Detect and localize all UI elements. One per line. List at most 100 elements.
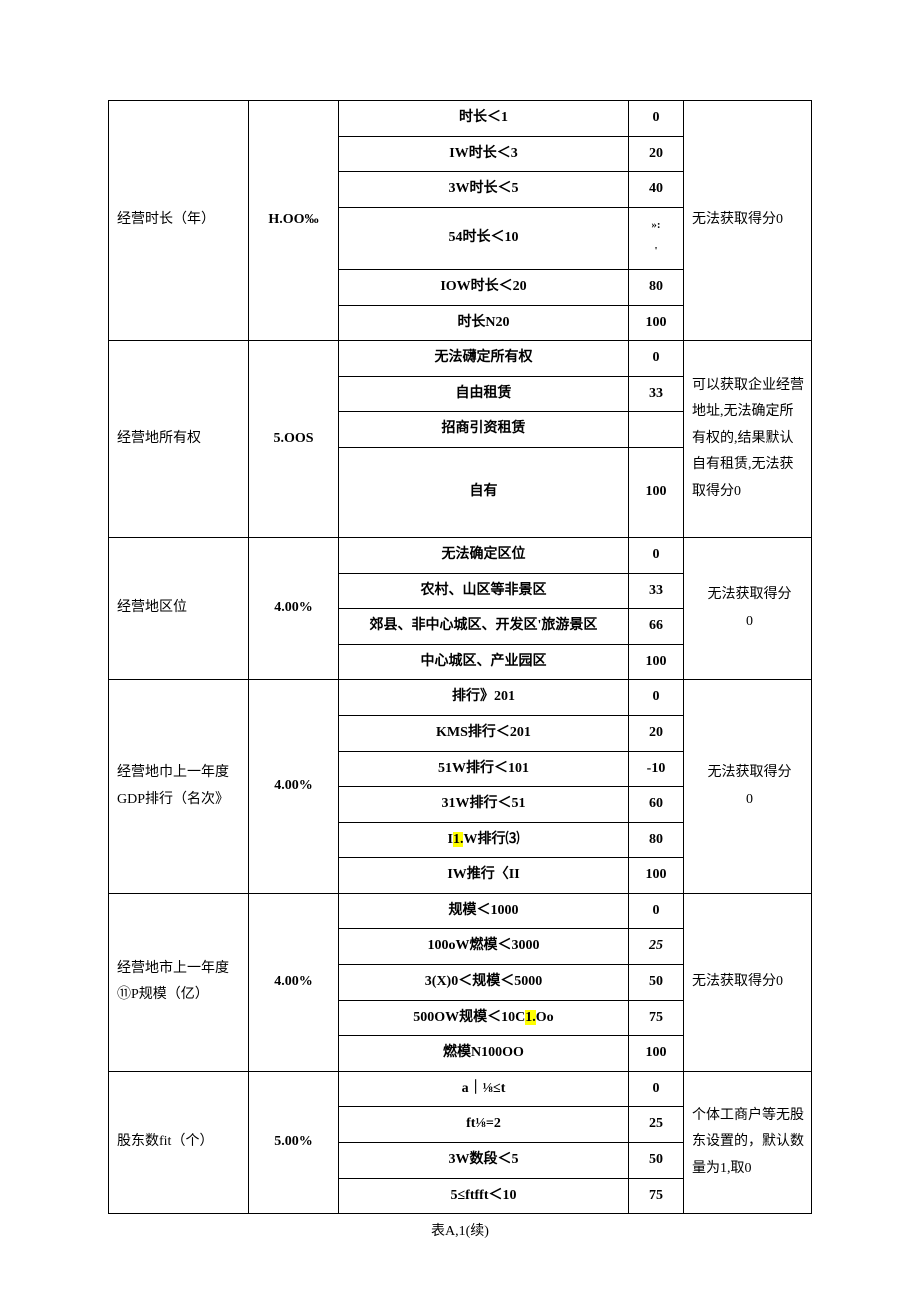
- range-label: 3(X)0＜规模＜5000: [339, 965, 629, 1001]
- metric-name: 经营地市上一年度⑪P规模（亿）: [109, 893, 249, 1071]
- range-score-text: -10: [647, 761, 666, 776]
- range-score-text: 80: [649, 279, 663, 294]
- range-label: 郊县、非中心城区、开发区'旅游景区: [339, 609, 629, 645]
- range-label-text: 中心城区、产业园区: [421, 654, 547, 669]
- range-score: 75: [629, 1178, 684, 1214]
- metric-note: 无法获取得分0: [684, 101, 812, 341]
- metric-note-text: 可以获取企业经营地址,无法确定所有权的,结果默认自有租赁,无法获取得分0: [692, 378, 804, 499]
- range-label: 3W数段＜5: [339, 1143, 629, 1179]
- metric-name-text: 股东数fit（个）: [117, 1134, 213, 1149]
- range-label-part: Oo: [536, 1010, 554, 1025]
- range-label: 5≤ftfft＜10: [339, 1178, 629, 1214]
- range-score: 100: [629, 1036, 684, 1072]
- metric-weight-text: 4.00%: [274, 778, 313, 793]
- range-score: 40: [629, 172, 684, 208]
- table-row: 股东数fit（个）5.00%a｜⅛≤t0个体工商户等无股东设置的，默认数量为1,…: [109, 1071, 812, 1107]
- table-row: 经营地区位4.00%无法确定区位0无法获取得分 0: [109, 537, 812, 573]
- range-label-text: 农村、山区等非景区: [421, 583, 547, 598]
- range-score-text: 0: [653, 1081, 660, 1096]
- range-label: 中心城区、产业园区: [339, 644, 629, 680]
- range-label-text: a｜⅛≤t: [462, 1081, 506, 1096]
- range-score-text: 25: [649, 938, 663, 953]
- metric-weight-text: 4.00%: [274, 600, 313, 615]
- range-score: 75: [629, 1000, 684, 1036]
- range-label-text: IW时长＜3: [449, 146, 517, 161]
- metric-name: 经营地区位: [109, 537, 249, 679]
- range-score: 0: [629, 537, 684, 573]
- metric-weight-text: H.OO‰: [268, 212, 318, 227]
- range-score: 0: [629, 341, 684, 377]
- range-label-text: 无法礴定所有权: [435, 350, 533, 365]
- range-label: 500OW规模＜10C1.Oo: [339, 1000, 629, 1036]
- range-score-text: 0: [653, 350, 660, 365]
- range-score: 50: [629, 965, 684, 1001]
- range-score-text: 0: [653, 547, 660, 562]
- range-label-text: 招商引资租赁: [442, 421, 526, 436]
- scoring-table: 经营时长（年）H.OO‰时长＜10无法获取得分0IW时长＜3203W时长＜540…: [108, 100, 812, 1214]
- range-label: 燃模N100OO: [339, 1036, 629, 1072]
- range-label: 农村、山区等非景区: [339, 573, 629, 609]
- metric-note-text: 无法获取得分0: [692, 212, 783, 227]
- range-score: 0: [629, 101, 684, 137]
- range-label: IW推行〈II: [339, 858, 629, 894]
- range-score-text: 50: [649, 1152, 663, 1167]
- metric-note: 可以获取企业经营地址,无法确定所有权的,结果默认自有租赁,无法获取得分0: [684, 341, 812, 538]
- range-label-text: 54时长＜10: [449, 230, 519, 245]
- range-label: 时长＜1: [339, 101, 629, 137]
- range-score: »: ': [629, 207, 684, 269]
- range-label: 54时长＜10: [339, 207, 629, 269]
- range-label: 招商引资租赁: [339, 412, 629, 448]
- range-score: 100: [629, 447, 684, 537]
- range-label-part: 1.: [525, 1010, 536, 1025]
- range-score: 100: [629, 644, 684, 680]
- metric-note-text: 个体工商户等无股东设置的，默认数量为1,取0: [692, 1108, 804, 1176]
- metric-weight-text: 5.00%: [274, 1134, 313, 1149]
- range-label: 规模＜1000: [339, 893, 629, 929]
- range-label-text: KMS排行＜201: [436, 725, 531, 740]
- range-label-part: W排行⑶: [463, 832, 519, 847]
- range-score-text: 100: [646, 484, 667, 499]
- metric-weight: H.OO‰: [249, 101, 339, 341]
- metric-name-text: 经营时长（年）: [117, 212, 215, 227]
- range-score-text: 33: [649, 583, 663, 598]
- metric-name: 经营地所有权: [109, 341, 249, 538]
- range-score-text: 75: [649, 1188, 663, 1203]
- range-score: 50: [629, 1143, 684, 1179]
- range-label-text: 燃模N100OO: [443, 1045, 524, 1060]
- range-score: 80: [629, 269, 684, 305]
- metric-note-text: 无法获取得分 0: [708, 587, 792, 629]
- range-label-text: 自由租赁: [456, 386, 512, 401]
- range-score-text: 100: [646, 315, 667, 330]
- range-score: 25: [629, 929, 684, 965]
- range-label-part: 500OW规模＜10C: [413, 1010, 525, 1025]
- range-score-text: 75: [649, 1010, 663, 1025]
- metric-name: 经营时长（年）: [109, 101, 249, 341]
- range-score-text: 33: [649, 386, 663, 401]
- range-label-text: 51W排行＜101: [438, 761, 529, 776]
- range-label: a｜⅛≤t: [339, 1071, 629, 1107]
- range-score: 100: [629, 305, 684, 341]
- range-score-text: 40: [649, 181, 663, 196]
- metric-note-text: 无法获取得分 0: [708, 765, 792, 807]
- range-label-part: 1.: [453, 832, 464, 847]
- range-label-text: 31W排行＜51: [442, 796, 526, 811]
- range-label-text: 3W数段＜5: [449, 1152, 519, 1167]
- range-label: 无法确定区位: [339, 537, 629, 573]
- range-label-text: 无法确定区位: [442, 547, 526, 562]
- range-label-text: ft⅛=2: [466, 1116, 501, 1131]
- range-score-text: 66: [649, 618, 663, 633]
- range-score: 60: [629, 787, 684, 823]
- range-label: I1.W排行⑶: [339, 822, 629, 858]
- range-score: 0: [629, 680, 684, 716]
- metric-name: 股东数fit（个）: [109, 1071, 249, 1213]
- range-label: IOW时长＜20: [339, 269, 629, 305]
- metric-name: 经营地巾上一年度GDP排行（名次》: [109, 680, 249, 894]
- range-score-text: 0: [653, 689, 660, 704]
- range-score-text: 25: [649, 1116, 663, 1131]
- range-score: 0: [629, 893, 684, 929]
- range-label: ft⅛=2: [339, 1107, 629, 1143]
- range-label: 排行》201: [339, 680, 629, 716]
- range-score: 100: [629, 858, 684, 894]
- range-label: 3W时长＜5: [339, 172, 629, 208]
- range-label-text: 时长N20: [457, 315, 509, 330]
